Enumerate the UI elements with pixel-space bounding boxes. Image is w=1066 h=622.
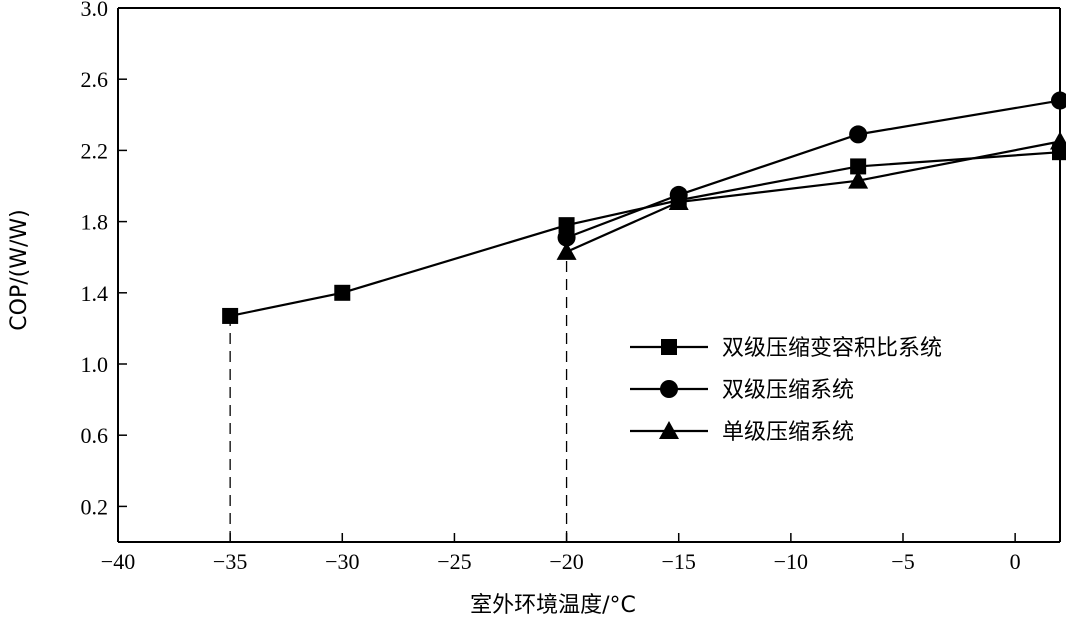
series-line — [229, 151, 1061, 318]
legend-label: 单级压缩系统 — [722, 420, 854, 445]
legend-marker-square — [661, 339, 677, 355]
y-ticks: 0.2 0.6 1.0 1.4 1.8 2.2 2.6 3.0 — [81, 0, 127, 519]
y-tick-label: 0.2 — [81, 494, 109, 519]
series — [222, 91, 1066, 324]
x-tick-label: −30 — [325, 549, 359, 574]
data-point-square — [850, 158, 867, 175]
series-circle — [557, 91, 1066, 247]
x-axis-title: 室外环境温度/°C — [470, 593, 636, 618]
series-line — [566, 140, 1061, 253]
series-line — [566, 99, 1061, 239]
data-point-circle — [557, 228, 576, 247]
data-point-triangle — [1050, 131, 1066, 150]
x-tick-label: −10 — [774, 549, 808, 574]
data-point-circle — [849, 125, 868, 144]
legend-item: 双级压缩系统 — [630, 378, 854, 403]
x-tick-label: 0 — [1010, 549, 1021, 574]
x-tick-label: −20 — [549, 549, 583, 574]
data-point-square — [334, 284, 351, 301]
data-point-triangle — [848, 170, 869, 189]
legend-marker-triangle — [659, 421, 679, 439]
y-axis-title: COP/(W/W) — [7, 209, 32, 330]
x-tick-label: −40 — [101, 549, 135, 574]
data-point-triangle — [556, 241, 577, 260]
y-tick-label: 2.6 — [81, 67, 109, 92]
reference-dashed-lines — [229, 251, 568, 542]
legend-label: 双级压缩变容积比系统 — [722, 336, 942, 361]
x-tick-label: −5 — [891, 549, 914, 574]
y-tick-label: 1.0 — [81, 352, 109, 377]
y-tick-label: 0.6 — [81, 423, 109, 448]
series-square — [222, 144, 1066, 324]
y-tick-label: 1.8 — [81, 210, 109, 235]
y-tick-label: 2.2 — [81, 138, 109, 163]
axes — [117, 7, 1061, 543]
data-point-square — [558, 217, 575, 234]
series-triangle — [556, 131, 1066, 260]
x-tick-label: −15 — [662, 549, 696, 574]
x-ticks: −40 −35 −30 −25 −20 −15 −10 −5 0 — [101, 533, 1021, 574]
x-tick-label: −35 — [213, 549, 247, 574]
legend-marker-circle — [660, 380, 678, 398]
data-point-circle — [1051, 91, 1066, 110]
x-tick-label: −25 — [437, 549, 471, 574]
legend-item: 单级压缩系统 — [630, 420, 854, 445]
legend-label: 双级压缩系统 — [722, 378, 854, 403]
data-point-triangle — [668, 192, 689, 211]
y-tick-label: 1.4 — [81, 281, 109, 306]
legend-item: 双级压缩变容积比系统 — [630, 336, 942, 361]
y-tick-label: 3.0 — [81, 0, 109, 21]
data-point-square — [222, 307, 239, 324]
